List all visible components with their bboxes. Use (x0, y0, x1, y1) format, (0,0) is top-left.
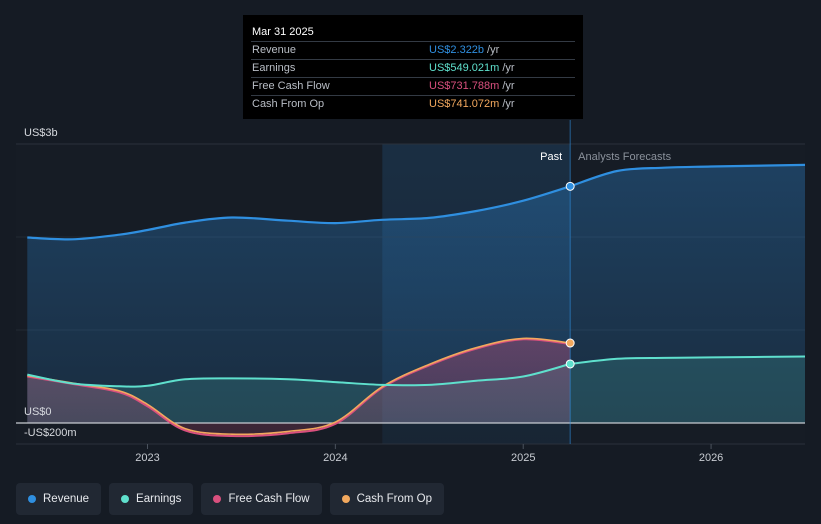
tooltip-row-free-cash-flow: Free Cash Flow US$731.788m /yr (251, 77, 575, 95)
tooltip-value: US$2.322b (429, 44, 485, 56)
tooltip-row-cash-from-op: Cash From Op US$741.072m /yr (251, 95, 575, 113)
cash-from-op-dot-icon (341, 495, 350, 503)
revenue-dot-icon (28, 495, 36, 503)
tooltip-value: US$731.788m (429, 80, 500, 92)
revenue-forecast-line (569, 163, 806, 188)
x-tick-label: 2026 (699, 452, 723, 464)
past-label: Past (540, 151, 562, 163)
tooltip-label: Free Cash Flow (252, 80, 330, 92)
cash-from-op-line (27, 337, 571, 436)
tooltip: Mar 31 2025 Revenue US$2.322b /yr Earnin… (243, 15, 583, 119)
earnings-forecast-line (570, 355, 806, 365)
x-tick-label: 2025 (511, 452, 535, 464)
legend-item-cash-from-op[interactable]: Cash From Op (329, 483, 445, 515)
legend-label: Earnings (136, 493, 182, 505)
legend-label: Revenue (43, 493, 90, 505)
tooltip-value: US$741.072m (429, 98, 500, 110)
x-tick-label: 2023 (135, 452, 159, 464)
cash-from-op-marker[interactable] (565, 338, 575, 348)
y-axis-label-min: -US$200m (24, 427, 77, 439)
legend-item-free-cash-flow[interactable]: Free Cash Flow (201, 483, 322, 515)
tooltip-unit: /yr (502, 98, 515, 110)
legend-label: Cash From Op (356, 493, 433, 505)
tooltip-label: Revenue (252, 44, 297, 56)
earnings-marker[interactable] (565, 359, 575, 369)
free-cash-flow-line (27, 338, 571, 438)
earnings-dot-icon (121, 495, 130, 503)
y-axis-label-zero: US$0 (24, 406, 52, 418)
tooltip-date: Mar 31 2025 (252, 26, 314, 38)
tooltip-row-earnings: Earnings US$549.021m /yr (251, 59, 575, 77)
x-axis-ticks: 2023 2024 2025 2026 (135, 444, 723, 464)
tooltip-row-revenue: Revenue US$2.322b /yr (251, 41, 575, 59)
analysts-forecasts-label: Analysts Forecasts (578, 151, 671, 163)
revenue-line (27, 185, 571, 241)
legend-label: Free Cash Flow (228, 493, 310, 505)
legend: Revenue Earnings Free Cash Flow Cash Fro… (16, 483, 445, 515)
earnings-line (27, 362, 571, 388)
tooltip-unit: /yr (502, 80, 515, 92)
free-cash-flow-dot-icon (213, 495, 222, 503)
tooltip-unit: /yr (487, 44, 500, 56)
legend-item-revenue[interactable]: Revenue (16, 483, 102, 515)
tooltip-value: US$549.021m (429, 62, 500, 74)
y-axis-label-top: US$3b (24, 127, 58, 139)
legend-item-earnings[interactable]: Earnings (109, 483, 194, 515)
x-tick-label: 2024 (323, 452, 347, 464)
tooltip-label: Cash From Op (252, 98, 325, 110)
revenue-marker[interactable] (565, 181, 575, 191)
tooltip-label: Earnings (252, 62, 296, 74)
tooltip-unit: /yr (502, 62, 515, 74)
